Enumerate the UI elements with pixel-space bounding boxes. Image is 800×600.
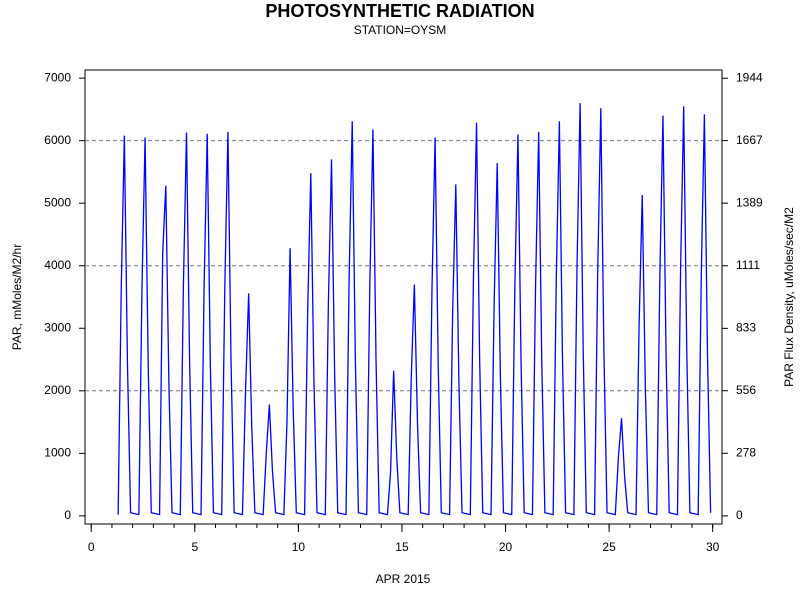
y2-tick-label: 278 (736, 445, 756, 459)
y-tick-label: 3000 (44, 320, 71, 334)
y-tick-label: 5000 (44, 195, 71, 209)
y-tick-label: 6000 (44, 133, 71, 147)
chart-subtitle: STATION=OYSM (354, 23, 447, 37)
y2-tick-label: 556 (736, 383, 756, 397)
y2-tick-label: 833 (736, 321, 756, 335)
y2-tick-label: 1389 (736, 195, 763, 209)
y-axis-label: PAR, mMoles/M2/hr (10, 244, 24, 350)
y2-axis-label: PAR Flux Density, uMoles/sec/M2 (782, 207, 796, 387)
y-tick-label: 1000 (44, 446, 71, 460)
x-tick-label: 30 (706, 540, 720, 554)
x-tick-label: 5 (191, 540, 198, 554)
x-axis-label: APR 2015 (376, 572, 431, 586)
chart-title: PHOTOSYNTHETIC RADIATION (265, 1, 534, 21)
y-tick-label: 7000 (44, 70, 71, 84)
y-tick-label: 2000 (44, 383, 71, 397)
y-tick-label: 4000 (44, 258, 71, 272)
y2-tick-label: 1111 (736, 258, 760, 272)
x-tick-label: 20 (499, 540, 513, 554)
plot-frame (84, 69, 723, 525)
x-tick-label: 10 (292, 540, 306, 554)
y-tick-label: 0 (64, 508, 71, 522)
x-tick-label: 0 (88, 540, 95, 554)
data-line (117, 103, 712, 516)
y2-tick-label: 1667 (736, 133, 763, 147)
x-tick-label: 15 (395, 540, 409, 554)
y2-tick-label: 0 (736, 508, 743, 522)
x-tick-label: 25 (602, 540, 616, 554)
y2-tick-label: 1944 (736, 70, 763, 84)
